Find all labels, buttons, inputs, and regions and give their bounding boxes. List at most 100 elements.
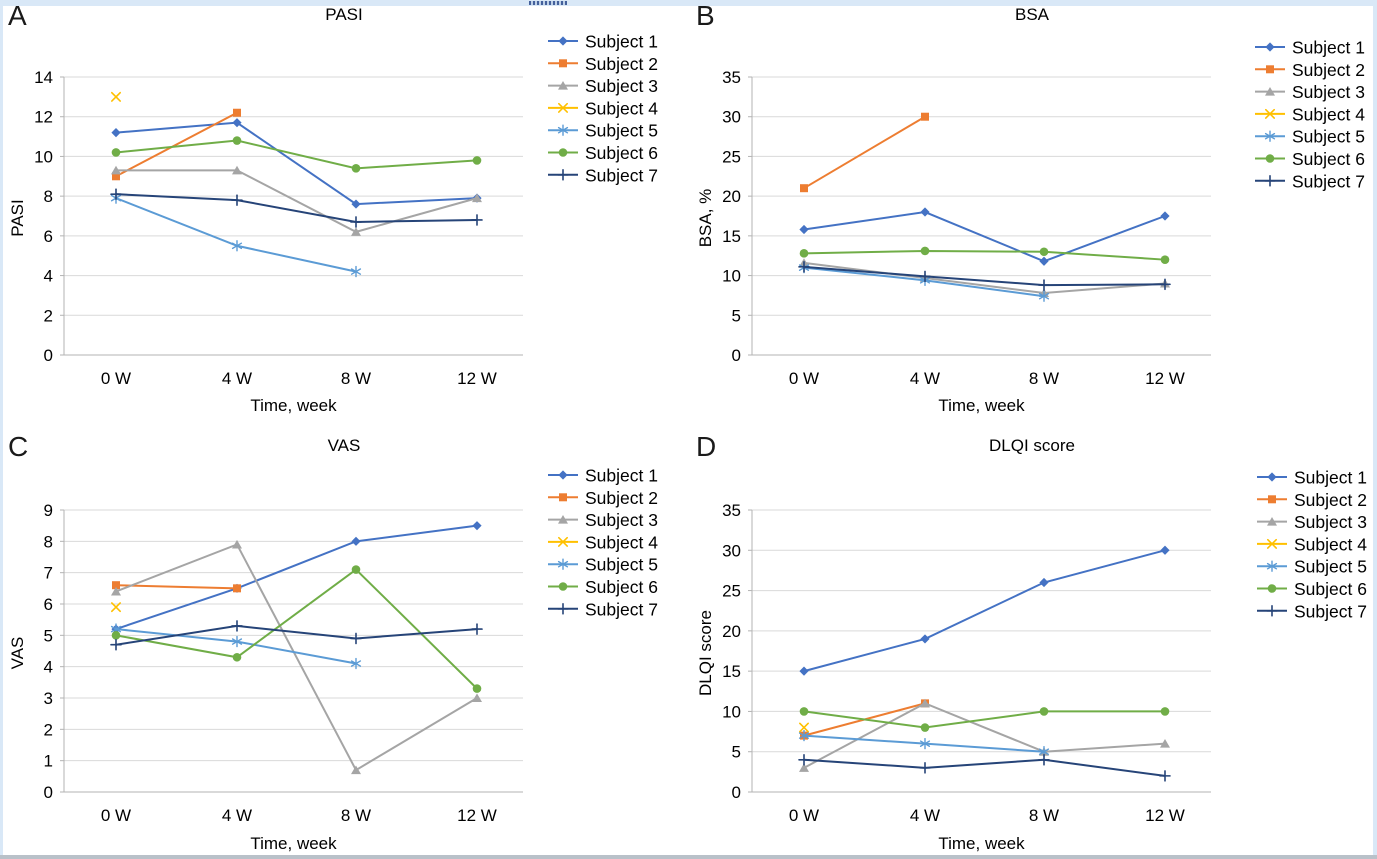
series-subject-7 [110, 620, 483, 651]
circle-marker-icon [472, 684, 482, 693]
legend-label: Subject 3 [585, 510, 658, 530]
legend-item-subject-4: Subject 4 [1255, 104, 1365, 124]
circle-marker-icon [920, 723, 930, 732]
legend-label: Subject 7 [585, 599, 658, 619]
circle-marker-icon [799, 249, 809, 258]
series-subject-5 [798, 729, 1050, 758]
circle-marker-icon [232, 136, 242, 145]
legend-label: Subject 1 [585, 32, 658, 52]
square-marker-icon [233, 108, 241, 117]
panel-letter-a: A [8, 0, 27, 31]
series-line [803, 265, 1166, 287]
series-line [803, 210, 1166, 263]
legend-label: Subject 5 [1292, 127, 1365, 147]
circle-marker-icon [1160, 255, 1170, 264]
series-line [803, 261, 1166, 295]
circle-marker-icon [1267, 584, 1277, 593]
square-marker-icon [233, 584, 241, 593]
asterisk-marker-icon [1038, 292, 1050, 300]
legend-item-subject-1: Subject 1 [1257, 468, 1367, 488]
panel-dlqi: D DLQI score DLQI score Time, week 0 5 10 1… [688, 430, 1376, 859]
x-marker-icon [799, 722, 809, 733]
chart-title-dlqi: DLQI score [989, 436, 1075, 455]
legend-label: Subject 2 [585, 54, 658, 74]
circle-marker-icon [558, 148, 568, 157]
legend-label: Subject 4 [585, 98, 658, 118]
series-line [115, 139, 478, 170]
legend-label: Subject 3 [585, 76, 658, 96]
series-line [803, 710, 1165, 729]
legend-label: Subject 3 [1294, 512, 1367, 532]
panel-bsa: B BSA BSA, % Time, week 0 5 10 15 20 25 30 35 0 … [688, 2, 1376, 430]
square-marker-icon [1268, 495, 1276, 504]
panel-letter-d: D [696, 431, 717, 462]
x-tick-label: 0 W [101, 806, 131, 825]
series-subject-1 [111, 521, 482, 634]
x-tick-label: 4 W [222, 806, 252, 825]
series-subject-6 [799, 707, 1170, 732]
frame-edge-bottom [0, 855, 1377, 859]
series-line [115, 524, 478, 631]
y-tick-label: 15 [722, 662, 741, 681]
x-tick-label: 4 W [910, 806, 940, 825]
legend-label: Subject 5 [1294, 557, 1367, 577]
circle-marker-icon [1039, 247, 1049, 257]
legend-item-subject-2: Subject 2 [1255, 60, 1365, 80]
y-tick-label: 30 [722, 108, 741, 127]
y-tick-label: 0 [44, 346, 53, 365]
circle-marker-icon [920, 246, 930, 256]
x-tick-label: 0 W [789, 806, 819, 825]
y-tick-label: 25 [722, 582, 741, 601]
legend-item-subject-6: Subject 6 [1257, 579, 1367, 599]
legend-label: Subject 6 [585, 577, 658, 597]
chart-title-pasi: PASI [325, 5, 363, 24]
triangle-marker-icon [351, 765, 361, 775]
x-tick-label: 8 W [341, 806, 371, 825]
gridlines [748, 509, 1211, 793]
legend-item-subject-3: Subject 3 [1255, 82, 1365, 102]
y-tick-label: 35 [722, 501, 741, 520]
legend-label: Subject 4 [1294, 534, 1367, 554]
y-tick-label: 5 [732, 743, 741, 762]
legend-item-subject-1: Subject 1 [1255, 38, 1365, 58]
triangle-marker-icon [232, 165, 242, 175]
square-marker-icon [921, 112, 929, 121]
y-tick-label: 9 [44, 501, 53, 520]
y-tick-label: 0 [732, 346, 741, 365]
series-subject-1 [799, 545, 1170, 676]
y-tick-label: 7 [44, 564, 53, 583]
series-subject-4 [111, 602, 121, 613]
y-tick-label: 25 [722, 147, 741, 166]
asterisk-marker-icon [557, 560, 569, 568]
legend-label: Subject 3 [1292, 82, 1365, 102]
series-subject-6 [111, 136, 482, 173]
diamond-marker-icon [558, 36, 568, 46]
legend-label: Subject 1 [585, 466, 658, 486]
triangle-marker-icon [232, 539, 242, 549]
series-subject-7 [110, 188, 483, 228]
diamond-marker-icon [351, 536, 361, 546]
asterisk-marker-icon [798, 732, 810, 739]
y-tick-label: 10 [722, 267, 741, 286]
y-tick-label: 15 [722, 227, 741, 246]
circle-marker-icon [111, 631, 121, 640]
square-marker-icon [559, 493, 567, 502]
x-tick-label: 12 W [1145, 369, 1185, 388]
triangle-marker-icon [111, 165, 121, 175]
top-edge-text-artifact [529, 1, 567, 5]
diamond-marker-icon [920, 634, 930, 644]
triangle-marker-icon [472, 193, 482, 203]
x-axis-title: Time, week [938, 396, 1025, 415]
x-marker-icon [557, 536, 569, 547]
y-tick-label: 2 [44, 720, 53, 739]
triangle-marker-icon [558, 515, 568, 524]
y-tick-label: 12 [34, 108, 53, 127]
asterisk-marker-icon [557, 126, 569, 134]
series-subject-3 [799, 258, 1170, 298]
y-tick-label: 0 [44, 783, 53, 802]
